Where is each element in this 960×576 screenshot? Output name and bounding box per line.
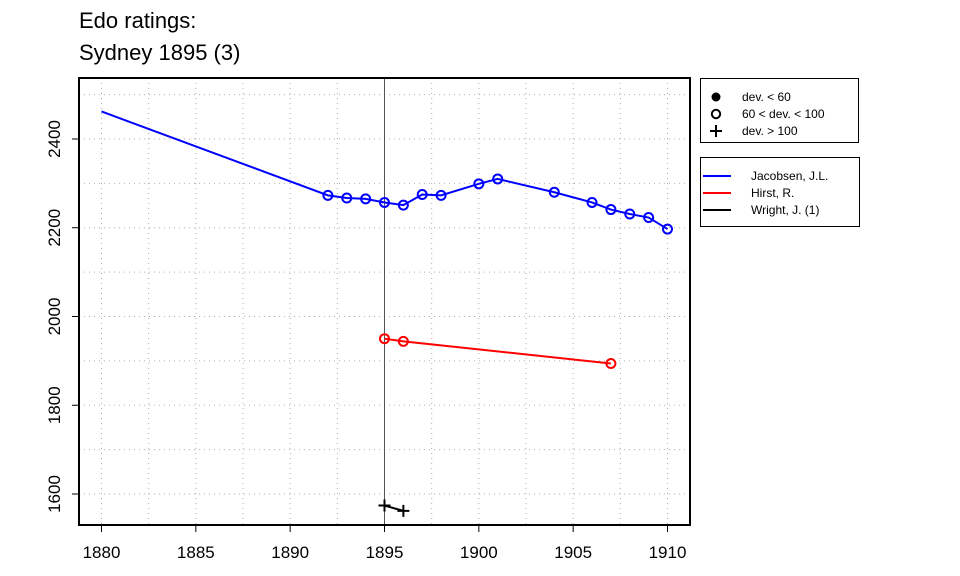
y-tick-label: 2400 bbox=[45, 120, 64, 158]
data-point bbox=[473, 178, 485, 190]
data-point bbox=[397, 199, 409, 211]
filled-circle-icon bbox=[709, 89, 723, 105]
x-tick-label: 1895 bbox=[366, 543, 404, 562]
x-tick-label: 1880 bbox=[83, 543, 121, 562]
player-line-swatch bbox=[703, 192, 731, 194]
player-legend: Jacobsen, J.L. Hirst, R. Wright, J. (1) bbox=[700, 157, 860, 227]
deviation-legend-row: dev. < 60 bbox=[701, 89, 858, 105]
data-point bbox=[378, 499, 391, 512]
data-point bbox=[341, 192, 353, 204]
data-point bbox=[397, 504, 410, 517]
data-point bbox=[586, 196, 598, 208]
deviation-legend-row: 60 < dev. < 100 bbox=[701, 106, 858, 122]
deviation-legend-label: 60 < dev. < 100 bbox=[742, 107, 825, 121]
x-tick-label: 1910 bbox=[649, 543, 687, 562]
data-point bbox=[662, 223, 673, 235]
x-tick-label: 1890 bbox=[271, 543, 309, 562]
series-line bbox=[384, 337, 612, 365]
data-point bbox=[416, 188, 428, 200]
deviation-legend-label: dev. < 60 bbox=[742, 90, 791, 104]
data-point bbox=[379, 333, 390, 345]
data-point bbox=[605, 358, 617, 370]
open-circle-icon bbox=[709, 106, 723, 122]
chart-title-line1: Edo ratings: bbox=[79, 8, 197, 33]
data-point bbox=[379, 196, 390, 208]
deviation-legend-label: dev. > 100 bbox=[742, 124, 798, 138]
player-legend-label: Wright, J. (1) bbox=[751, 203, 820, 217]
data-point bbox=[643, 212, 655, 224]
player-legend-row: Hirst, R. bbox=[701, 185, 859, 201]
player-line-swatch bbox=[703, 175, 731, 177]
player-legend-label: Jacobsen, J.L. bbox=[751, 169, 829, 183]
data-point bbox=[435, 189, 447, 201]
data-point bbox=[548, 186, 560, 198]
player-legend-row: Wright, J. (1) bbox=[701, 202, 859, 218]
x-tick-label: 1885 bbox=[177, 543, 215, 562]
deviation-legend-row: dev. > 100 bbox=[701, 123, 858, 139]
x-tick-label: 1900 bbox=[460, 543, 498, 562]
y-tick-label: 2200 bbox=[45, 209, 64, 247]
player-line-swatch bbox=[703, 209, 731, 211]
data-point bbox=[397, 335, 409, 347]
data-point bbox=[605, 204, 617, 216]
chart-title-line2: Sydney 1895 (3) bbox=[79, 40, 241, 65]
y-tick-label: 1600 bbox=[45, 475, 64, 513]
x-tick-label: 1905 bbox=[554, 543, 592, 562]
data-point bbox=[624, 208, 636, 220]
deviation-legend: dev. < 60 60 < dev. < 100 dev. > 100 bbox=[700, 78, 859, 143]
data-point bbox=[360, 193, 372, 205]
y-tick-label: 1800 bbox=[45, 386, 64, 424]
player-legend-label: Hirst, R. bbox=[751, 186, 795, 200]
player-legend-row: Jacobsen, J.L. bbox=[701, 168, 859, 184]
data-point bbox=[492, 173, 504, 185]
data-point bbox=[322, 189, 334, 201]
plus-icon bbox=[709, 123, 723, 139]
series-line bbox=[101, 110, 669, 230]
y-tick-label: 2000 bbox=[45, 298, 64, 336]
